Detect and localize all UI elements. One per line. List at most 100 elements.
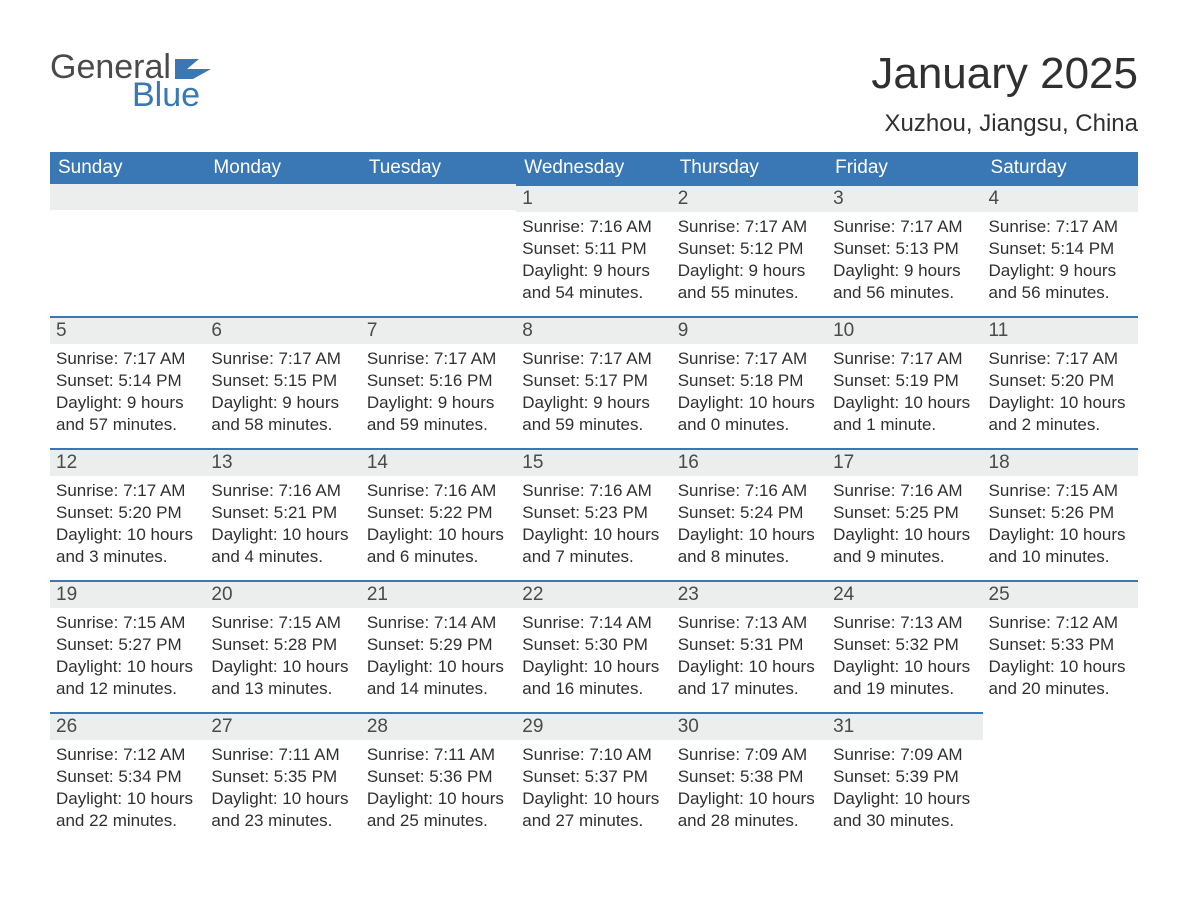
sunrise-text: Sunrise: 7:16 AM [678,480,821,502]
empty-day-bar [50,184,205,210]
daylight-text: Daylight: 10 hours [833,524,976,546]
daylight-text: Daylight: 9 hours [56,392,199,414]
sunset-text: Sunset: 5:26 PM [989,502,1132,524]
sunset-text: Sunset: 5:15 PM [211,370,354,392]
calendar-cell: 28Sunrise: 7:11 AMSunset: 5:36 PMDayligh… [361,712,516,844]
calendar-cell [205,184,360,316]
sunset-text: Sunset: 5:34 PM [56,766,199,788]
sunset-text: Sunset: 5:25 PM [833,502,976,524]
empty-day-bar [361,184,516,210]
sunset-text: Sunset: 5:38 PM [678,766,821,788]
daylight-text: and 54 minutes. [522,282,665,304]
daylight-text: and 3 minutes. [56,546,199,568]
calendar-cell [983,712,1138,844]
weekday-header: Wednesday [516,152,671,184]
sunrise-text: Sunrise: 7:14 AM [522,612,665,634]
sunset-text: Sunset: 5:20 PM [989,370,1132,392]
calendar-cell: 16Sunrise: 7:16 AMSunset: 5:24 PMDayligh… [672,448,827,580]
sunset-text: Sunset: 5:17 PM [522,370,665,392]
sunrise-text: Sunrise: 7:17 AM [211,348,354,370]
day-number: 30 [672,712,827,740]
day-number: 26 [50,712,205,740]
day-number: 17 [827,448,982,476]
calendar-cell: 12Sunrise: 7:17 AMSunset: 5:20 PMDayligh… [50,448,205,580]
daylight-text: and 56 minutes. [989,282,1132,304]
daylight-text: Daylight: 10 hours [989,392,1132,414]
calendar-cell: 1Sunrise: 7:16 AMSunset: 5:11 PMDaylight… [516,184,671,316]
daylight-text: and 55 minutes. [678,282,821,304]
sunset-text: Sunset: 5:16 PM [367,370,510,392]
day-number: 14 [361,448,516,476]
calendar-cell: 27Sunrise: 7:11 AMSunset: 5:35 PMDayligh… [205,712,360,844]
sunrise-text: Sunrise: 7:11 AM [211,744,354,766]
daylight-text: and 59 minutes. [522,414,665,436]
calendar-cell: 3Sunrise: 7:17 AMSunset: 5:13 PMDaylight… [827,184,982,316]
sunset-text: Sunset: 5:36 PM [367,766,510,788]
day-number: 5 [50,316,205,344]
daylight-text: Daylight: 10 hours [367,524,510,546]
day-number: 13 [205,448,360,476]
logo-text-blue: Blue [132,78,200,112]
sunset-text: Sunset: 5:32 PM [833,634,976,656]
calendar-cell: 21Sunrise: 7:14 AMSunset: 5:29 PMDayligh… [361,580,516,712]
calendar-cell [50,184,205,316]
sunrise-text: Sunrise: 7:16 AM [211,480,354,502]
day-number: 7 [361,316,516,344]
day-number: 4 [983,184,1138,212]
daylight-text: Daylight: 10 hours [833,788,976,810]
month-title: January 2025 [871,50,1138,98]
day-number: 11 [983,316,1138,344]
sunset-text: Sunset: 5:39 PM [833,766,976,788]
daylight-text: Daylight: 10 hours [211,656,354,678]
sunrise-text: Sunrise: 7:17 AM [56,480,199,502]
weekday-header: Thursday [672,152,827,184]
daylight-text: and 9 minutes. [833,546,976,568]
daylight-text: and 57 minutes. [56,414,199,436]
daylight-text: Daylight: 10 hours [56,656,199,678]
sunrise-text: Sunrise: 7:16 AM [367,480,510,502]
calendar-week-row: 12Sunrise: 7:17 AMSunset: 5:20 PMDayligh… [50,448,1138,580]
calendar-cell: 29Sunrise: 7:10 AMSunset: 5:37 PMDayligh… [516,712,671,844]
calendar-cell: 11Sunrise: 7:17 AMSunset: 5:20 PMDayligh… [983,316,1138,448]
calendar-cell: 2Sunrise: 7:17 AMSunset: 5:12 PMDaylight… [672,184,827,316]
sunset-text: Sunset: 5:37 PM [522,766,665,788]
sunset-text: Sunset: 5:27 PM [56,634,199,656]
day-number: 21 [361,580,516,608]
calendar-cell: 26Sunrise: 7:12 AMSunset: 5:34 PMDayligh… [50,712,205,844]
day-number: 22 [516,580,671,608]
sunrise-text: Sunrise: 7:17 AM [989,216,1132,238]
day-number: 9 [672,316,827,344]
daylight-text: and 25 minutes. [367,810,510,832]
daylight-text: Daylight: 9 hours [522,260,665,282]
title-block: January 2025 Xuzhou, Jiangsu, China [871,50,1138,138]
calendar-cell: 19Sunrise: 7:15 AMSunset: 5:27 PMDayligh… [50,580,205,712]
daylight-text: and 10 minutes. [989,546,1132,568]
daylight-text: and 6 minutes. [367,546,510,568]
sunrise-text: Sunrise: 7:13 AM [678,612,821,634]
daylight-text: and 1 minute. [833,414,976,436]
sunset-text: Sunset: 5:35 PM [211,766,354,788]
daylight-text: Daylight: 9 hours [211,392,354,414]
calendar-cell: 22Sunrise: 7:14 AMSunset: 5:30 PMDayligh… [516,580,671,712]
daylight-text: and 2 minutes. [989,414,1132,436]
header-row: General Blue January 2025 Xuzhou, Jiangs… [50,50,1138,138]
daylight-text: Daylight: 9 hours [833,260,976,282]
day-number: 19 [50,580,205,608]
calendar-cell: 4Sunrise: 7:17 AMSunset: 5:14 PMDaylight… [983,184,1138,316]
sunset-text: Sunset: 5:22 PM [367,502,510,524]
daylight-text: and 59 minutes. [367,414,510,436]
calendar-cell: 31Sunrise: 7:09 AMSunset: 5:39 PMDayligh… [827,712,982,844]
calendar-cell: 17Sunrise: 7:16 AMSunset: 5:25 PMDayligh… [827,448,982,580]
sunrise-text: Sunrise: 7:17 AM [56,348,199,370]
calendar-cell: 6Sunrise: 7:17 AMSunset: 5:15 PMDaylight… [205,316,360,448]
sunset-text: Sunset: 5:20 PM [56,502,199,524]
sunrise-text: Sunrise: 7:12 AM [989,612,1132,634]
daylight-text: and 20 minutes. [989,678,1132,700]
sunrise-text: Sunrise: 7:17 AM [367,348,510,370]
calendar-cell: 25Sunrise: 7:12 AMSunset: 5:33 PMDayligh… [983,580,1138,712]
calendar-cell: 9Sunrise: 7:17 AMSunset: 5:18 PMDaylight… [672,316,827,448]
daylight-text: and 23 minutes. [211,810,354,832]
day-number: 29 [516,712,671,740]
daylight-text: Daylight: 10 hours [678,788,821,810]
daylight-text: and 7 minutes. [522,546,665,568]
